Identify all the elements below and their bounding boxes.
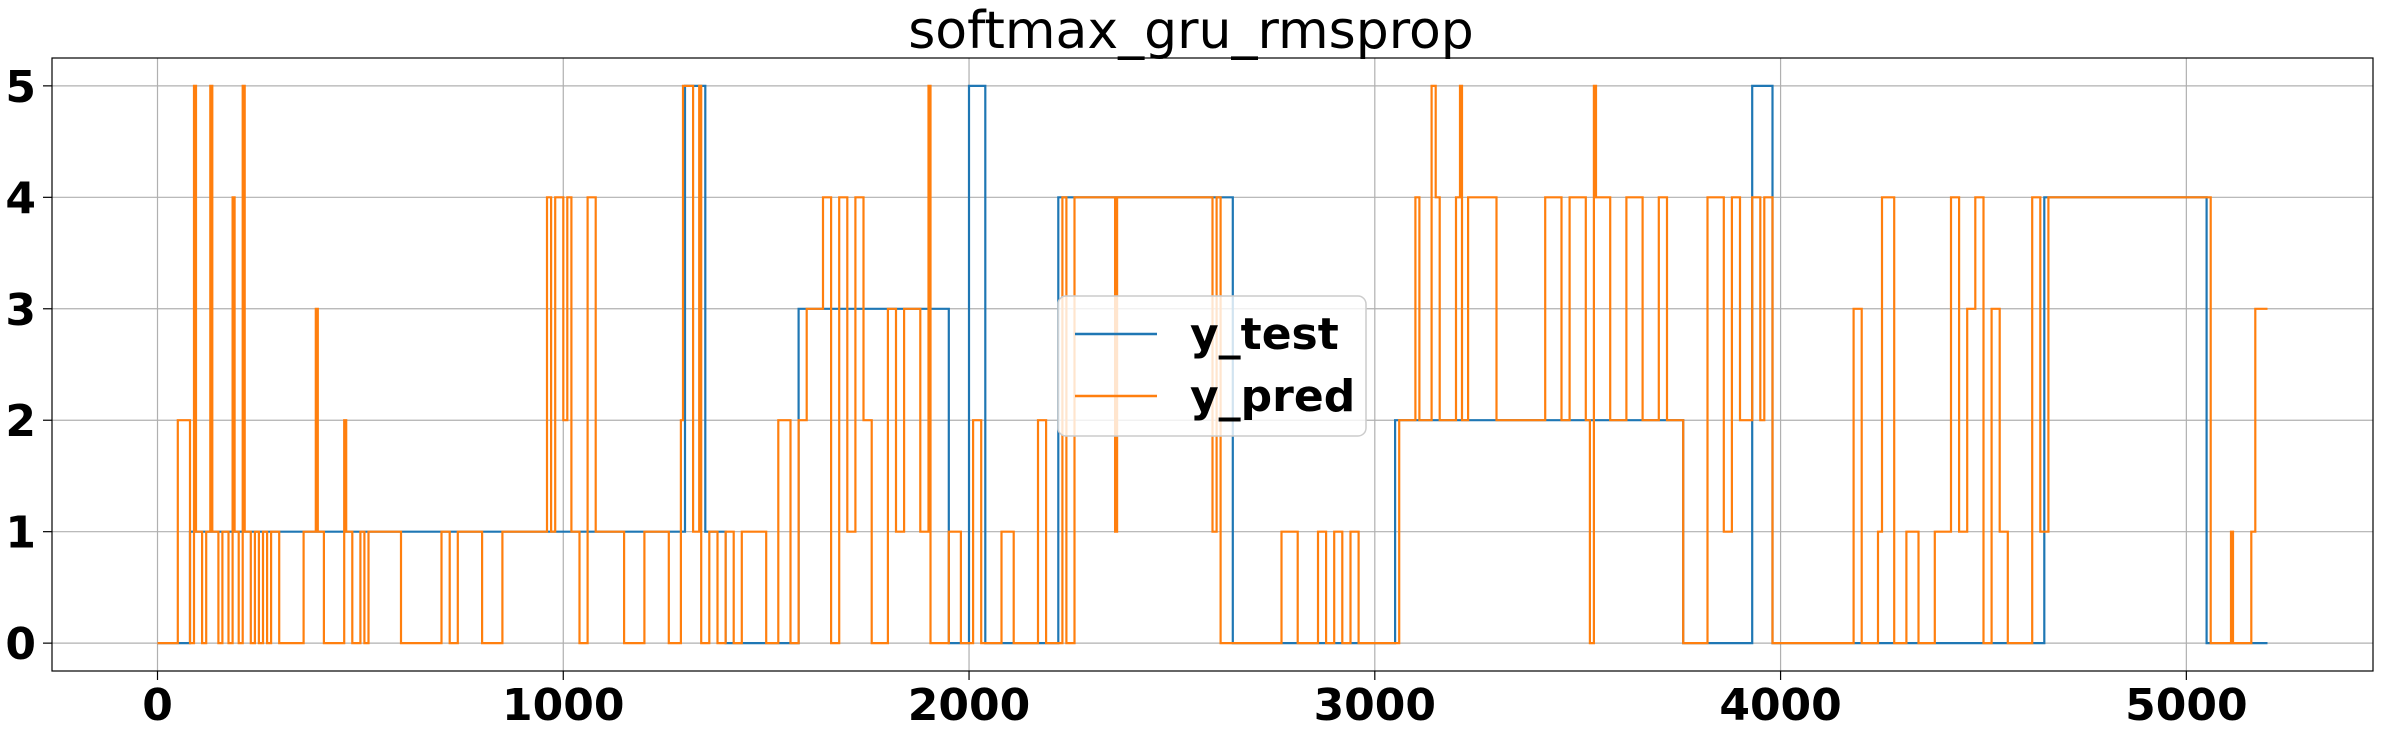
legend-label-y_pred: y_pred xyxy=(1190,371,1355,422)
legend-label-y_test: y_test xyxy=(1190,309,1339,360)
y-tick-label-2: 2 xyxy=(5,396,36,447)
legend-box xyxy=(1057,295,1367,437)
legend: y_test y_pred xyxy=(1057,295,1367,437)
y-tick-label-1: 1 xyxy=(5,508,36,559)
x-tick-label-2: 2000 xyxy=(908,680,1030,731)
plot-frame xyxy=(51,57,2374,672)
y-tick-label-0: 0 xyxy=(5,619,36,670)
x-tick-label-4: 4000 xyxy=(1719,680,1841,731)
x-tick-label-3: 3000 xyxy=(1314,680,1436,731)
series-lines xyxy=(157,84,2268,645)
x-axis-ticks: 0 1000 2000 3000 4000 5000 xyxy=(142,671,2248,731)
y-tick-label-4: 4 xyxy=(5,173,36,224)
y-axis-ticks: 0 1 2 3 4 5 xyxy=(5,62,52,670)
y-tick-label-3: 3 xyxy=(5,285,36,336)
chart-title: softmax_gru_rmsprop xyxy=(908,1,1474,61)
x-tick-label-0: 0 xyxy=(142,680,173,731)
x-tick-label-5: 5000 xyxy=(2125,680,2247,731)
series-line-y_pred xyxy=(157,84,2268,645)
y-tick-label-5: 5 xyxy=(5,62,36,113)
x-tick-label-1: 1000 xyxy=(502,680,624,731)
